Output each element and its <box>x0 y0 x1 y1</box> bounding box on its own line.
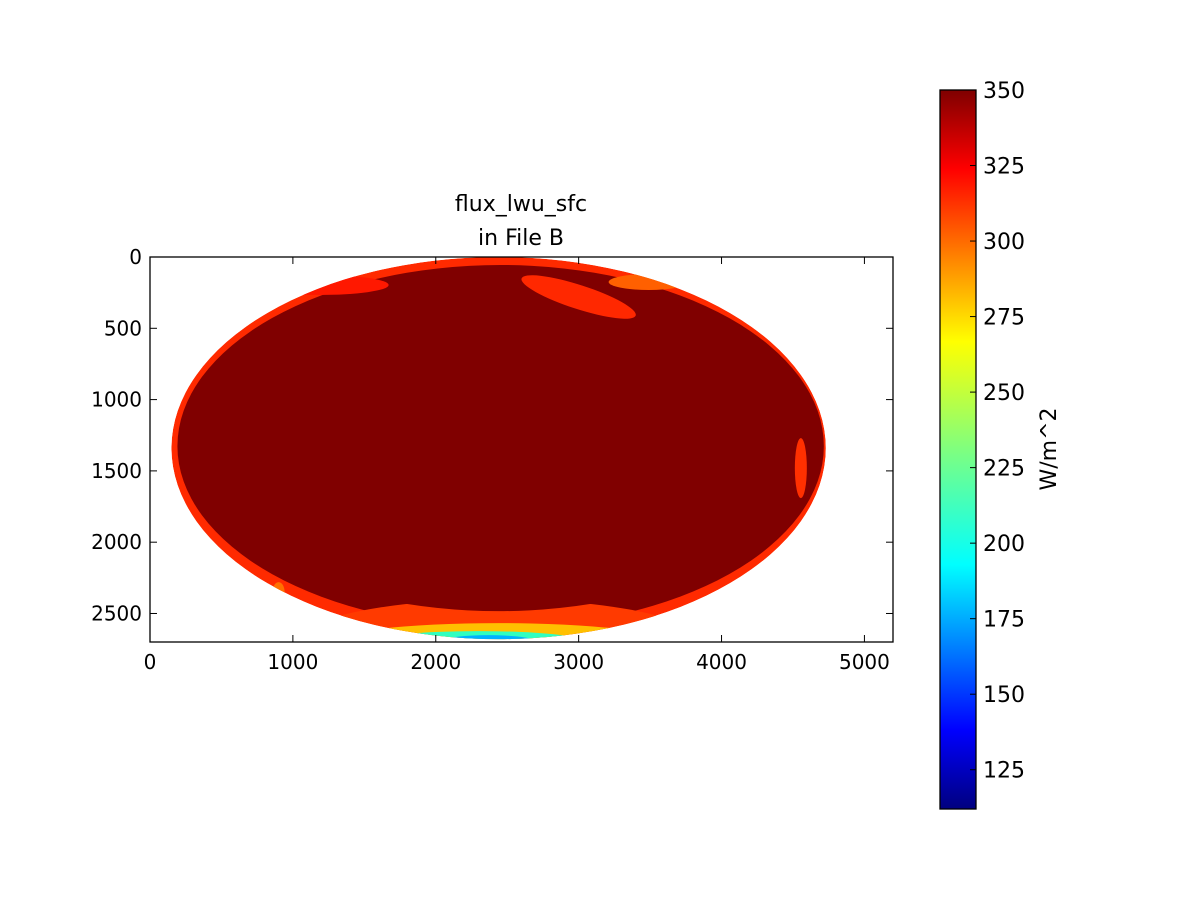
colorbar: 125 150 175 200 225 250 275 300 325 350 W/m^2 <box>939 79 1062 810</box>
north-feature-2 <box>608 274 689 290</box>
south-west-feature <box>272 582 285 603</box>
x-tick-label: 3000 <box>553 650 604 674</box>
colorbar-tick-label: 200 <box>983 532 1025 557</box>
east-feature-1 <box>794 438 807 499</box>
south-band-green <box>373 631 584 640</box>
colorbar-tick-label: 175 <box>983 608 1025 633</box>
y-tick-label: 2000 <box>91 530 142 554</box>
x-tick-label: 5000 <box>839 650 890 674</box>
colorbar-ticks: 125 150 175 200 225 250 275 300 325 350 <box>970 79 1025 784</box>
x-tick-label: 4000 <box>696 650 747 674</box>
chart-title-line-1: flux_lwu_sfc <box>455 192 587 217</box>
north-feature-1 <box>521 275 636 319</box>
south-band-red <box>295 599 702 640</box>
y-tick-label: 500 <box>104 316 142 340</box>
east-feature-2 <box>749 568 826 628</box>
north-feature-3 <box>248 275 389 295</box>
colorbar-tick-label: 225 <box>983 457 1025 482</box>
colorbar-tick-label: 275 <box>983 306 1025 331</box>
y-tick-label: 0 <box>129 245 142 269</box>
colorbar-tick-label: 125 <box>983 759 1025 784</box>
south-band-blue <box>442 635 535 640</box>
colorbar-tick-label: 150 <box>983 683 1025 708</box>
x-tick-label: 2000 <box>410 650 461 674</box>
y-tick-label: 1500 <box>91 459 142 483</box>
y-tick-label: 1000 <box>91 388 142 412</box>
colorbar-gradient <box>939 89 977 810</box>
colorbar-tick-label: 350 <box>983 79 1025 104</box>
colorbar-tick-label: 300 <box>983 230 1025 255</box>
x-axis: 0 1000 2000 3000 4000 5000 <box>144 257 890 674</box>
colorbar-tick-label: 250 <box>983 381 1025 406</box>
full-disk-image <box>171 257 826 640</box>
disk-core <box>181 273 816 612</box>
y-tick-label: 2500 <box>91 601 142 625</box>
south-band-yellow <box>328 623 669 640</box>
x-tick-label: 1000 <box>267 650 318 674</box>
disk-clipped-group <box>171 257 826 640</box>
plot-area: 0 1000 2000 3000 4000 5000 0 500 1000 1500 2000 25… <box>91 245 894 674</box>
x-tick-label: 0 <box>144 650 157 674</box>
chart-title-line-2: in File B <box>478 226 564 251</box>
y-axis: 0 500 1000 1500 2000 2500 <box>91 245 893 625</box>
colorbar-tick-label: 325 <box>983 155 1025 180</box>
plot-frame <box>149 256 894 643</box>
colorbar-label: W/m^2 <box>1037 407 1062 490</box>
